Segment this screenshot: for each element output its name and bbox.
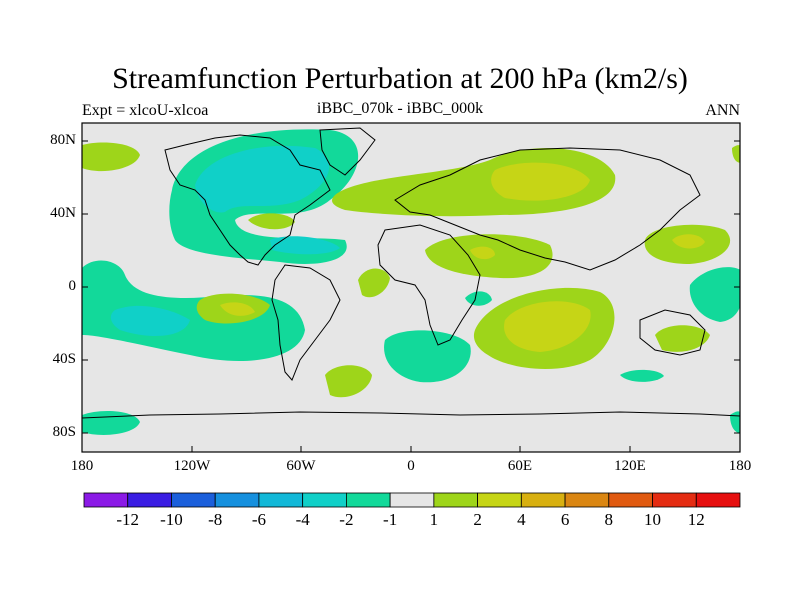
experiment-subtitle: Expt = xlcoU-xlcoa (82, 102, 209, 119)
contour-indian-pos4 (504, 301, 591, 352)
contour-southern-pos2 (325, 365, 372, 398)
colorbar-label: 6 (560, 510, 570, 529)
colorbar-label: -12 (116, 510, 140, 529)
contour-atlantic-neg4 (270, 236, 340, 255)
colorbar-swatch (171, 492, 216, 508)
lon-label-180e: 180 (728, 458, 752, 474)
coast-north-america (164, 134, 331, 266)
coast-australia (639, 309, 706, 356)
contour-east-edge-pos2 (732, 145, 740, 163)
colorbar (83, 492, 741, 508)
contour-gulf-pos2 (248, 213, 295, 230)
colorbar-label: 2 (473, 510, 482, 529)
colorbar-swatch (258, 492, 304, 508)
contour-wpacific-pos4 (672, 234, 705, 249)
colorbar-label: 4 (517, 510, 526, 529)
colorbar-label: 1 (429, 510, 439, 529)
lon-label-0: 0 (407, 458, 415, 474)
lon-ticks (81, 446, 741, 452)
coastlines (82, 127, 740, 419)
lat-label-40n: 40N (50, 205, 76, 221)
lat-label-0: 0 (68, 278, 77, 294)
colorbar-swatch (127, 492, 172, 508)
contour-atlantic-eq-pos2 (358, 268, 390, 298)
lon-label-60e: 60E (507, 458, 533, 474)
contour-south-pos2-b (620, 369, 664, 382)
colorbar-swatch (433, 492, 478, 508)
contour-spacific-neg4 (110, 305, 190, 336)
chart-title: Streamfunction Perturbation at 200 hPa (… (112, 62, 688, 95)
colorbar-swatch (608, 492, 653, 508)
colorbar-swatch (652, 492, 697, 508)
contour-mideast-pos4 (470, 246, 495, 260)
colorbar-label: -2 (339, 510, 354, 529)
lat-label-80s: 80S (52, 424, 76, 440)
colorbar-swatch (477, 492, 522, 508)
contour-spacific-neg2 (82, 260, 305, 362)
colorbar-swatch (214, 492, 260, 508)
contour-north-america-neg4 (195, 145, 330, 213)
lat-label-40s: 40S (52, 351, 76, 367)
coast-eurasia (394, 147, 701, 271)
contour-southern-neg2-b (730, 411, 740, 434)
lon-label-120e: 120E (614, 458, 646, 474)
colorbar-swatch (520, 492, 566, 508)
colorbar-label: -8 (208, 510, 223, 529)
colorbar-label: -6 (251, 510, 266, 529)
colorbar-swatch (83, 492, 129, 508)
colorbar-label: -4 (295, 510, 310, 529)
colorbar-label: -1 (383, 510, 398, 529)
coast-africa (377, 224, 481, 346)
contour-eurasia-pos4 (491, 162, 590, 201)
coast-greenland (319, 127, 376, 176)
colorbar-label: 10 (644, 510, 662, 529)
lon-label-180w: 180 (70, 458, 94, 474)
lat-ticks (82, 140, 740, 434)
lat-label-80n: 80N (50, 132, 76, 148)
coast-antarctica (82, 411, 740, 419)
coast-south-america (271, 264, 341, 381)
colorbar-label: -10 (160, 510, 183, 529)
contour-satlantic-neg2 (384, 330, 471, 383)
colorbar-swatch (389, 492, 435, 508)
colorbar-swatch (302, 492, 347, 508)
colorbar-swatch (695, 492, 741, 508)
colorbar-swatch (345, 492, 391, 508)
contour-eafrica-neg2 (465, 291, 492, 306)
lon-label-120w: 120W (173, 458, 211, 474)
lon-label-60w: 60W (286, 458, 316, 474)
colorbar-label: 12 (687, 510, 705, 529)
contour-arctic-neg2 (82, 142, 140, 172)
contour-spacific-pos4 (220, 302, 255, 316)
contour-pacific-east-neg2 (689, 267, 740, 322)
season-subtitle: ANN (705, 102, 740, 119)
contour-fills (82, 129, 740, 435)
contour-australia-pos2 (655, 325, 710, 352)
colorbar-swatch (564, 492, 610, 508)
case-subtitle: iBBC_070k - iBBC_000k (316, 100, 484, 117)
colorbar-label: 8 (604, 510, 614, 529)
